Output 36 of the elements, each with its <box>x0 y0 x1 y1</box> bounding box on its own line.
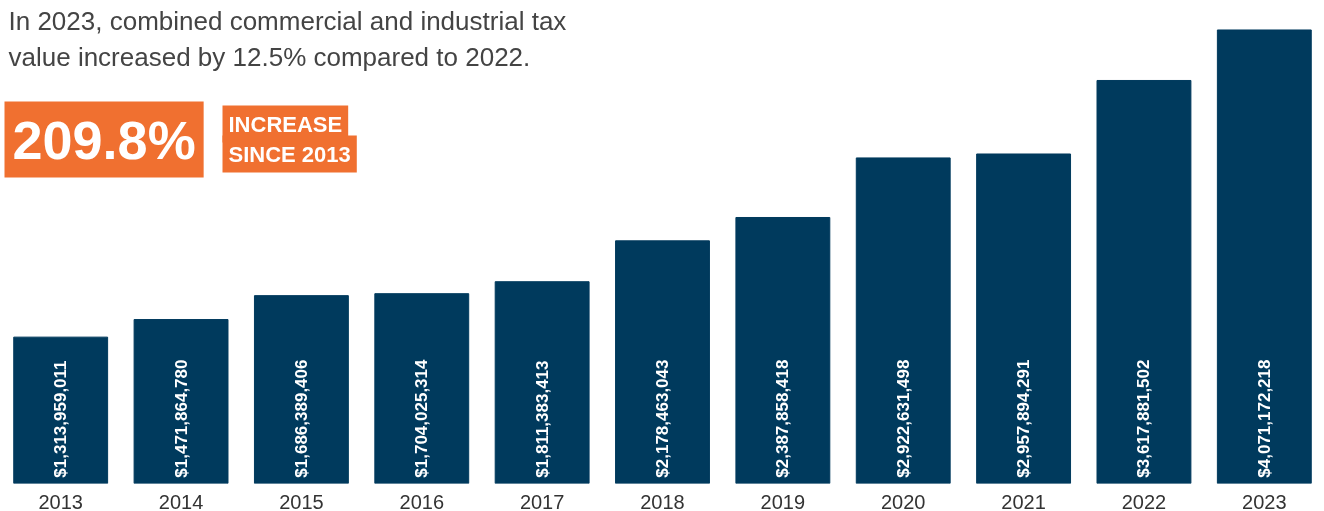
x-tick-label: 2018 <box>640 490 685 511</box>
bar <box>1216 29 1312 484</box>
annotation: 209.8% <box>12 109 196 170</box>
data-label: $2,957,894,291 <box>1014 359 1034 478</box>
bar <box>735 217 831 484</box>
bar <box>374 293 470 484</box>
bar <box>976 153 1072 484</box>
annotation: INCREASE SINCE 2013 <box>228 111 351 167</box>
data-label: $4,071,172,218 <box>1254 359 1274 478</box>
x-tick-label: 2014 <box>158 490 204 511</box>
data-label: $1,471,864,780 <box>171 359 191 478</box>
bar <box>494 281 590 484</box>
bar <box>1096 79 1192 484</box>
x-tick-label: 2019 <box>760 490 806 511</box>
chart-title: In 2023, combined commercial and industrial tax value increased by 12.5% compared to 2022. <box>8 5 567 72</box>
x-tick-label: 2021 <box>1001 490 1046 511</box>
bar <box>253 295 349 484</box>
data-label: $1,704,025,314 <box>412 358 432 478</box>
data-label: $2,178,463,043 <box>653 359 672 478</box>
bar <box>855 157 951 484</box>
x-tick-label: 2020 <box>880 490 926 511</box>
x-tick-label: 2016 <box>399 490 445 511</box>
x-tick-label: 2023 <box>1242 490 1287 511</box>
data-label: $1,686,389,406 <box>291 359 311 478</box>
x-tick-label: 2013 <box>38 490 83 511</box>
x-tick-label: 2015 <box>279 490 324 511</box>
data-label: $1,811,383,413 <box>532 360 552 478</box>
x-tick-label: 2022 <box>1121 490 1167 511</box>
data-label: $2,922,631,498 <box>893 359 913 478</box>
bar <box>615 240 710 484</box>
data-label: $1,313,959,011 <box>51 360 71 478</box>
data-label: $2,387,858,418 <box>773 359 793 478</box>
data-label: $3,617,881,502 <box>1134 359 1154 478</box>
bar <box>13 336 109 484</box>
bar <box>133 319 229 484</box>
x-tick-label: 2017 <box>519 490 565 511</box>
